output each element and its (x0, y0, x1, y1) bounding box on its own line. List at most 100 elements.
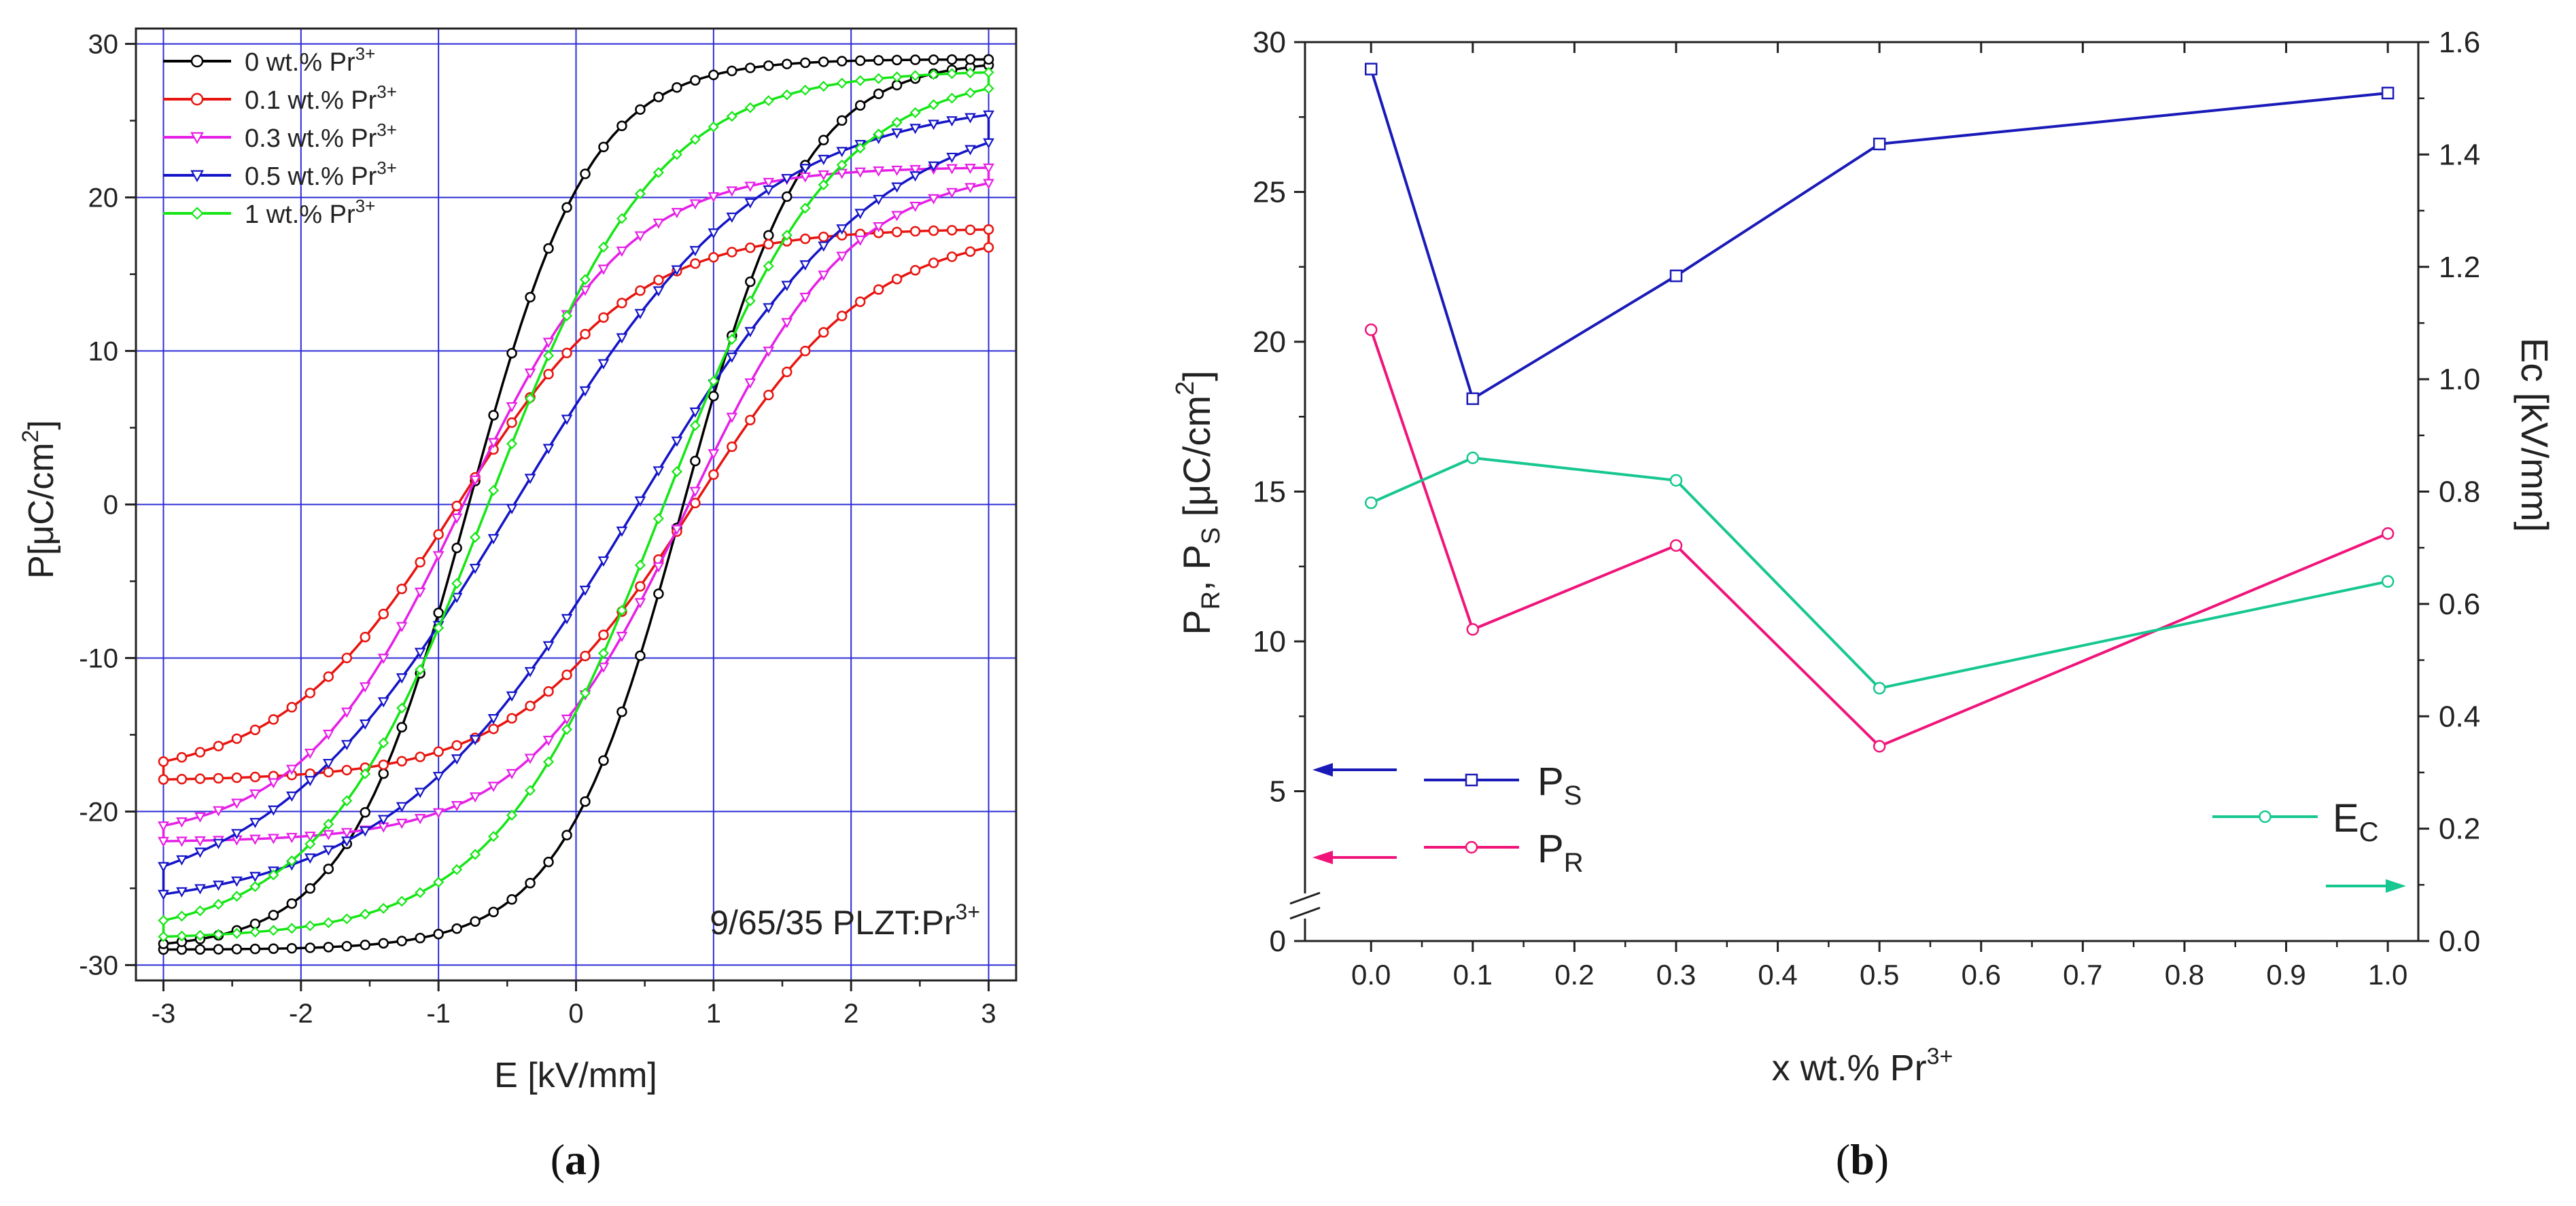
panel-a-x-tick-label: 1 (706, 999, 721, 1029)
panel-a-point (854, 75, 866, 86)
panel-a-point (396, 622, 408, 633)
panel-a-point (744, 378, 756, 389)
panel-a-y-tick-label: -30 (79, 951, 118, 980)
panel-a-point (946, 54, 958, 65)
panel-a-point (341, 740, 353, 751)
panel-a-point (268, 943, 279, 954)
panel-a-point (451, 864, 463, 875)
panel-a-point (854, 142, 866, 154)
panel-a-point (341, 913, 353, 925)
panel-a-point (891, 71, 903, 83)
panel-a-point (983, 83, 994, 94)
panel-a-point (487, 438, 500, 448)
panel-a-point (744, 327, 756, 338)
panel-a-point (781, 230, 793, 241)
panel-b-point-Ps (2381, 86, 2395, 100)
panel-a-point (488, 906, 499, 917)
panel-a-point (213, 773, 224, 784)
panel-a-point (158, 836, 169, 847)
panel-a-point (909, 201, 921, 213)
panel-a-point (745, 276, 756, 287)
panel-b-label: (b) (1836, 1135, 1889, 1184)
panel-a-point (616, 706, 627, 717)
panel-a-point (873, 128, 884, 140)
panel-a-point (176, 855, 188, 866)
panel-a-point (396, 673, 408, 684)
panel-a-point (818, 327, 829, 338)
panel-a-point (378, 608, 389, 620)
panel-a-point (946, 68, 958, 79)
panel-a-point (799, 345, 811, 357)
panel-a-point (158, 889, 169, 900)
panel-a-point (542, 444, 555, 455)
panel-b-x-tick-label: 0.3 (1656, 959, 1696, 991)
panel-a-point (946, 164, 958, 175)
panel-a-y-tick-label: 0 (103, 491, 118, 520)
panel-a-point (854, 100, 866, 111)
panel-b-left-y-tick-label: 0 (1270, 925, 1286, 958)
panel-a-point (524, 393, 536, 404)
panel-a-point (818, 154, 830, 165)
panel-a-point (451, 513, 463, 524)
panel-a-point (689, 246, 701, 257)
panel-b-right-y-tick-label: 1.6 (2439, 26, 2480, 59)
panel-a-x-tick-label: 3 (981, 999, 996, 1029)
panel-a-point (286, 923, 298, 934)
panel-a-point (708, 192, 720, 202)
panel-b-legend-item-Ps: PS (1312, 760, 1582, 811)
panel-a-point (249, 789, 261, 800)
panel-a-point (598, 629, 609, 641)
panel-a-point (818, 170, 830, 181)
panel-b-x-axis-label: x wt.% Pr3+ (1772, 1044, 1953, 1088)
panel-a-point (652, 166, 664, 178)
panel-a-point (469, 734, 481, 745)
panel-a-point (396, 895, 408, 907)
panel-a-point (597, 241, 610, 253)
panel-b-point-Ec (1669, 474, 1683, 487)
panel-a-point (983, 224, 994, 235)
panel-a-point (378, 938, 389, 949)
panel-a-point (580, 169, 591, 179)
panel-a-point (616, 213, 628, 224)
panel-a-point (359, 682, 371, 693)
panel-a-point (964, 67, 976, 79)
panel-a-point (561, 414, 573, 425)
panel-a-point (597, 264, 610, 275)
panel-b-legend-marker (1465, 840, 1478, 854)
panel-a-point (543, 243, 554, 254)
panel-b-x-tick-label: 0.8 (2165, 959, 2204, 991)
panel-a-x-tick-label: 2 (843, 999, 858, 1029)
panel-a-point (946, 152, 958, 163)
panel-a-point (891, 226, 903, 238)
panel-a-point (836, 251, 848, 262)
panel-a-grid (136, 29, 1016, 980)
panel-a-legend-label: 1 wt.% Pr3+ (245, 196, 375, 229)
panel-a-point (194, 847, 206, 858)
panel-a-point (286, 898, 298, 909)
panel-a-point (689, 199, 701, 210)
panel-a-point (176, 751, 188, 763)
panel-a-point (304, 883, 316, 894)
panel-a-point (525, 700, 536, 711)
panel-a-point (909, 124, 921, 135)
panel-a-point (799, 202, 811, 214)
panel-a-point (158, 821, 169, 832)
panel-b-point-Ps (1466, 392, 1480, 406)
panel-a-point (580, 650, 591, 662)
panel-a-point (433, 529, 444, 540)
panel-a-point (818, 56, 829, 67)
panel-a-point (378, 759, 389, 770)
panel-a-point (634, 188, 646, 200)
panel-b-right-y-tick-label: 1.2 (2439, 251, 2480, 284)
panel-a-point (304, 748, 316, 760)
panel-a-point (506, 894, 517, 905)
panel-b-axis-break (1289, 891, 1321, 905)
panel-a-point (341, 764, 353, 776)
panel-a-point (854, 296, 866, 307)
panel-a-point (176, 836, 188, 847)
panel-a-point (946, 225, 958, 236)
panel-a-point (285, 832, 298, 843)
panel-a-y-tick-label: 30 (88, 30, 119, 60)
panel-a-point (964, 113, 976, 124)
panel-a-point (249, 834, 261, 845)
